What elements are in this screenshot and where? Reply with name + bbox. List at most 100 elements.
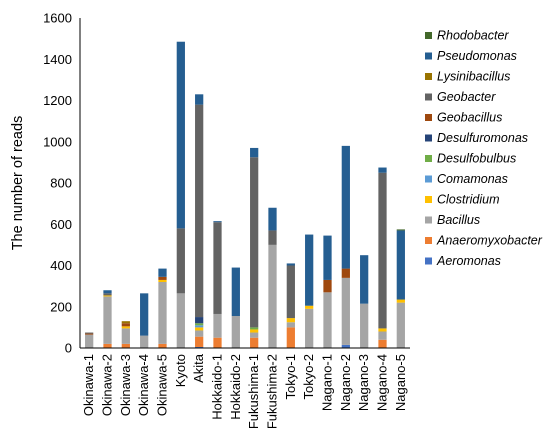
bar-segment	[158, 268, 167, 277]
x-tick-label: Fukushima-2	[265, 354, 280, 429]
legend-swatch	[425, 134, 432, 142]
bar-segment	[250, 337, 259, 348]
bar-segment	[268, 230, 277, 245]
bar-segment	[396, 229, 405, 231]
bar-segment	[121, 343, 130, 348]
bar-segment	[231, 316, 240, 348]
legend-label: Aeromonas	[436, 254, 501, 268]
bar-segment	[323, 292, 332, 348]
y-tick-label: 1000	[43, 134, 72, 149]
bar-segment	[341, 344, 350, 348]
bar-segment	[85, 333, 94, 335]
x-tick-label: Nagano-4	[375, 354, 390, 411]
legend-swatch	[425, 237, 432, 244]
bar-segment	[195, 330, 204, 337]
bar-segment	[103, 293, 112, 296]
bar-segment	[268, 244, 277, 348]
legend-label: Desulfuromonas	[437, 131, 528, 145]
legend-label: Bacillus	[437, 213, 480, 227]
bar-segment	[305, 234, 314, 306]
bar-segment	[341, 277, 350, 345]
bar-segment	[158, 282, 167, 344]
bar-segment	[195, 317, 204, 324]
y-tick-label: 1600	[43, 11, 72, 26]
y-tick-label: 0	[65, 341, 72, 356]
x-tick-label: Kyoto	[173, 354, 188, 387]
x-tick-label: Akita	[191, 353, 206, 383]
bar-segment	[121, 321, 130, 324]
legend-swatch	[425, 32, 432, 39]
bar-segment	[305, 305, 314, 309]
bar-segment	[360, 255, 369, 304]
bar-segment	[250, 332, 259, 338]
bar-segment	[121, 328, 130, 344]
bar-segment	[323, 235, 332, 280]
x-tick-label: Okinawa-3	[118, 354, 133, 416]
legend-swatch	[425, 257, 432, 265]
x-tick-label: Okinawa-1	[81, 354, 96, 416]
legend-swatch	[425, 114, 432, 121]
bar-segment	[396, 299, 405, 303]
bar-segment	[195, 327, 204, 331]
y-axis-title: The number of reads	[10, 116, 26, 251]
bar-segment	[305, 308, 314, 348]
legend-swatch	[425, 93, 432, 101]
legend-swatch	[425, 73, 432, 80]
bar-segment	[213, 337, 222, 348]
y-tick-label: 1200	[43, 93, 72, 108]
bar-segment	[158, 276, 167, 280]
bar-segment	[286, 318, 295, 323]
bar-segment	[103, 343, 112, 348]
bar-segment	[103, 295, 112, 297]
y-tick-label: 200	[50, 299, 72, 314]
bar-segment	[140, 335, 149, 348]
bar-segment	[121, 326, 130, 329]
bar-segment	[286, 263, 295, 266]
y-tick-label: 800	[50, 176, 72, 191]
bar-segment	[360, 303, 369, 348]
x-tick-label: Hokkaido-1	[210, 354, 225, 420]
bar-segment	[250, 157, 259, 328]
legend-swatch	[425, 175, 432, 183]
bar-segment	[103, 290, 112, 294]
x-tick-label: Nagano-5	[393, 354, 408, 411]
legend-label: Geobacillus	[437, 111, 502, 125]
legend-label: Desulfobulbus	[437, 152, 516, 166]
bar-segment	[378, 328, 387, 332]
y-tick-label: 600	[50, 217, 72, 232]
bar-segment	[323, 279, 332, 293]
x-tick-label: Tokyo-2	[301, 354, 316, 400]
bar-segment	[195, 346, 204, 348]
bar-segment	[85, 334, 94, 348]
bar-segment	[85, 332, 94, 334]
legend-label: Pseudomonas	[437, 49, 517, 63]
legend-label: Anaeromyxobacter	[436, 234, 543, 248]
bar-segment	[378, 339, 387, 348]
bar-segment	[121, 323, 130, 327]
legend-swatch	[425, 216, 432, 224]
bar-segment	[158, 343, 167, 348]
bar-segment	[341, 268, 350, 278]
bar-segment	[213, 313, 222, 338]
legend-swatch	[425, 155, 432, 162]
bar-segment	[195, 336, 204, 347]
bar-segment	[396, 302, 405, 348]
bar-segment	[250, 147, 259, 158]
bar-segment	[378, 172, 387, 329]
bar-segment	[378, 331, 387, 340]
bar-segment	[286, 322, 295, 328]
y-tick-label: 400	[50, 258, 72, 273]
bar-segment	[341, 145, 350, 269]
legend-label: Lysinibacillus	[437, 70, 510, 84]
bar-segment	[213, 221, 222, 223]
bar-segment	[231, 267, 240, 317]
bar-segment	[158, 279, 167, 282]
bar-segment	[195, 325, 204, 328]
x-tick-label: Okinawa-4	[136, 354, 151, 416]
x-tick-label: Nagano-3	[356, 354, 371, 411]
bar-segment	[286, 265, 295, 319]
bar-segment	[176, 228, 185, 294]
legend-label: Clostridium	[437, 193, 500, 207]
bar-segment	[268, 207, 277, 231]
